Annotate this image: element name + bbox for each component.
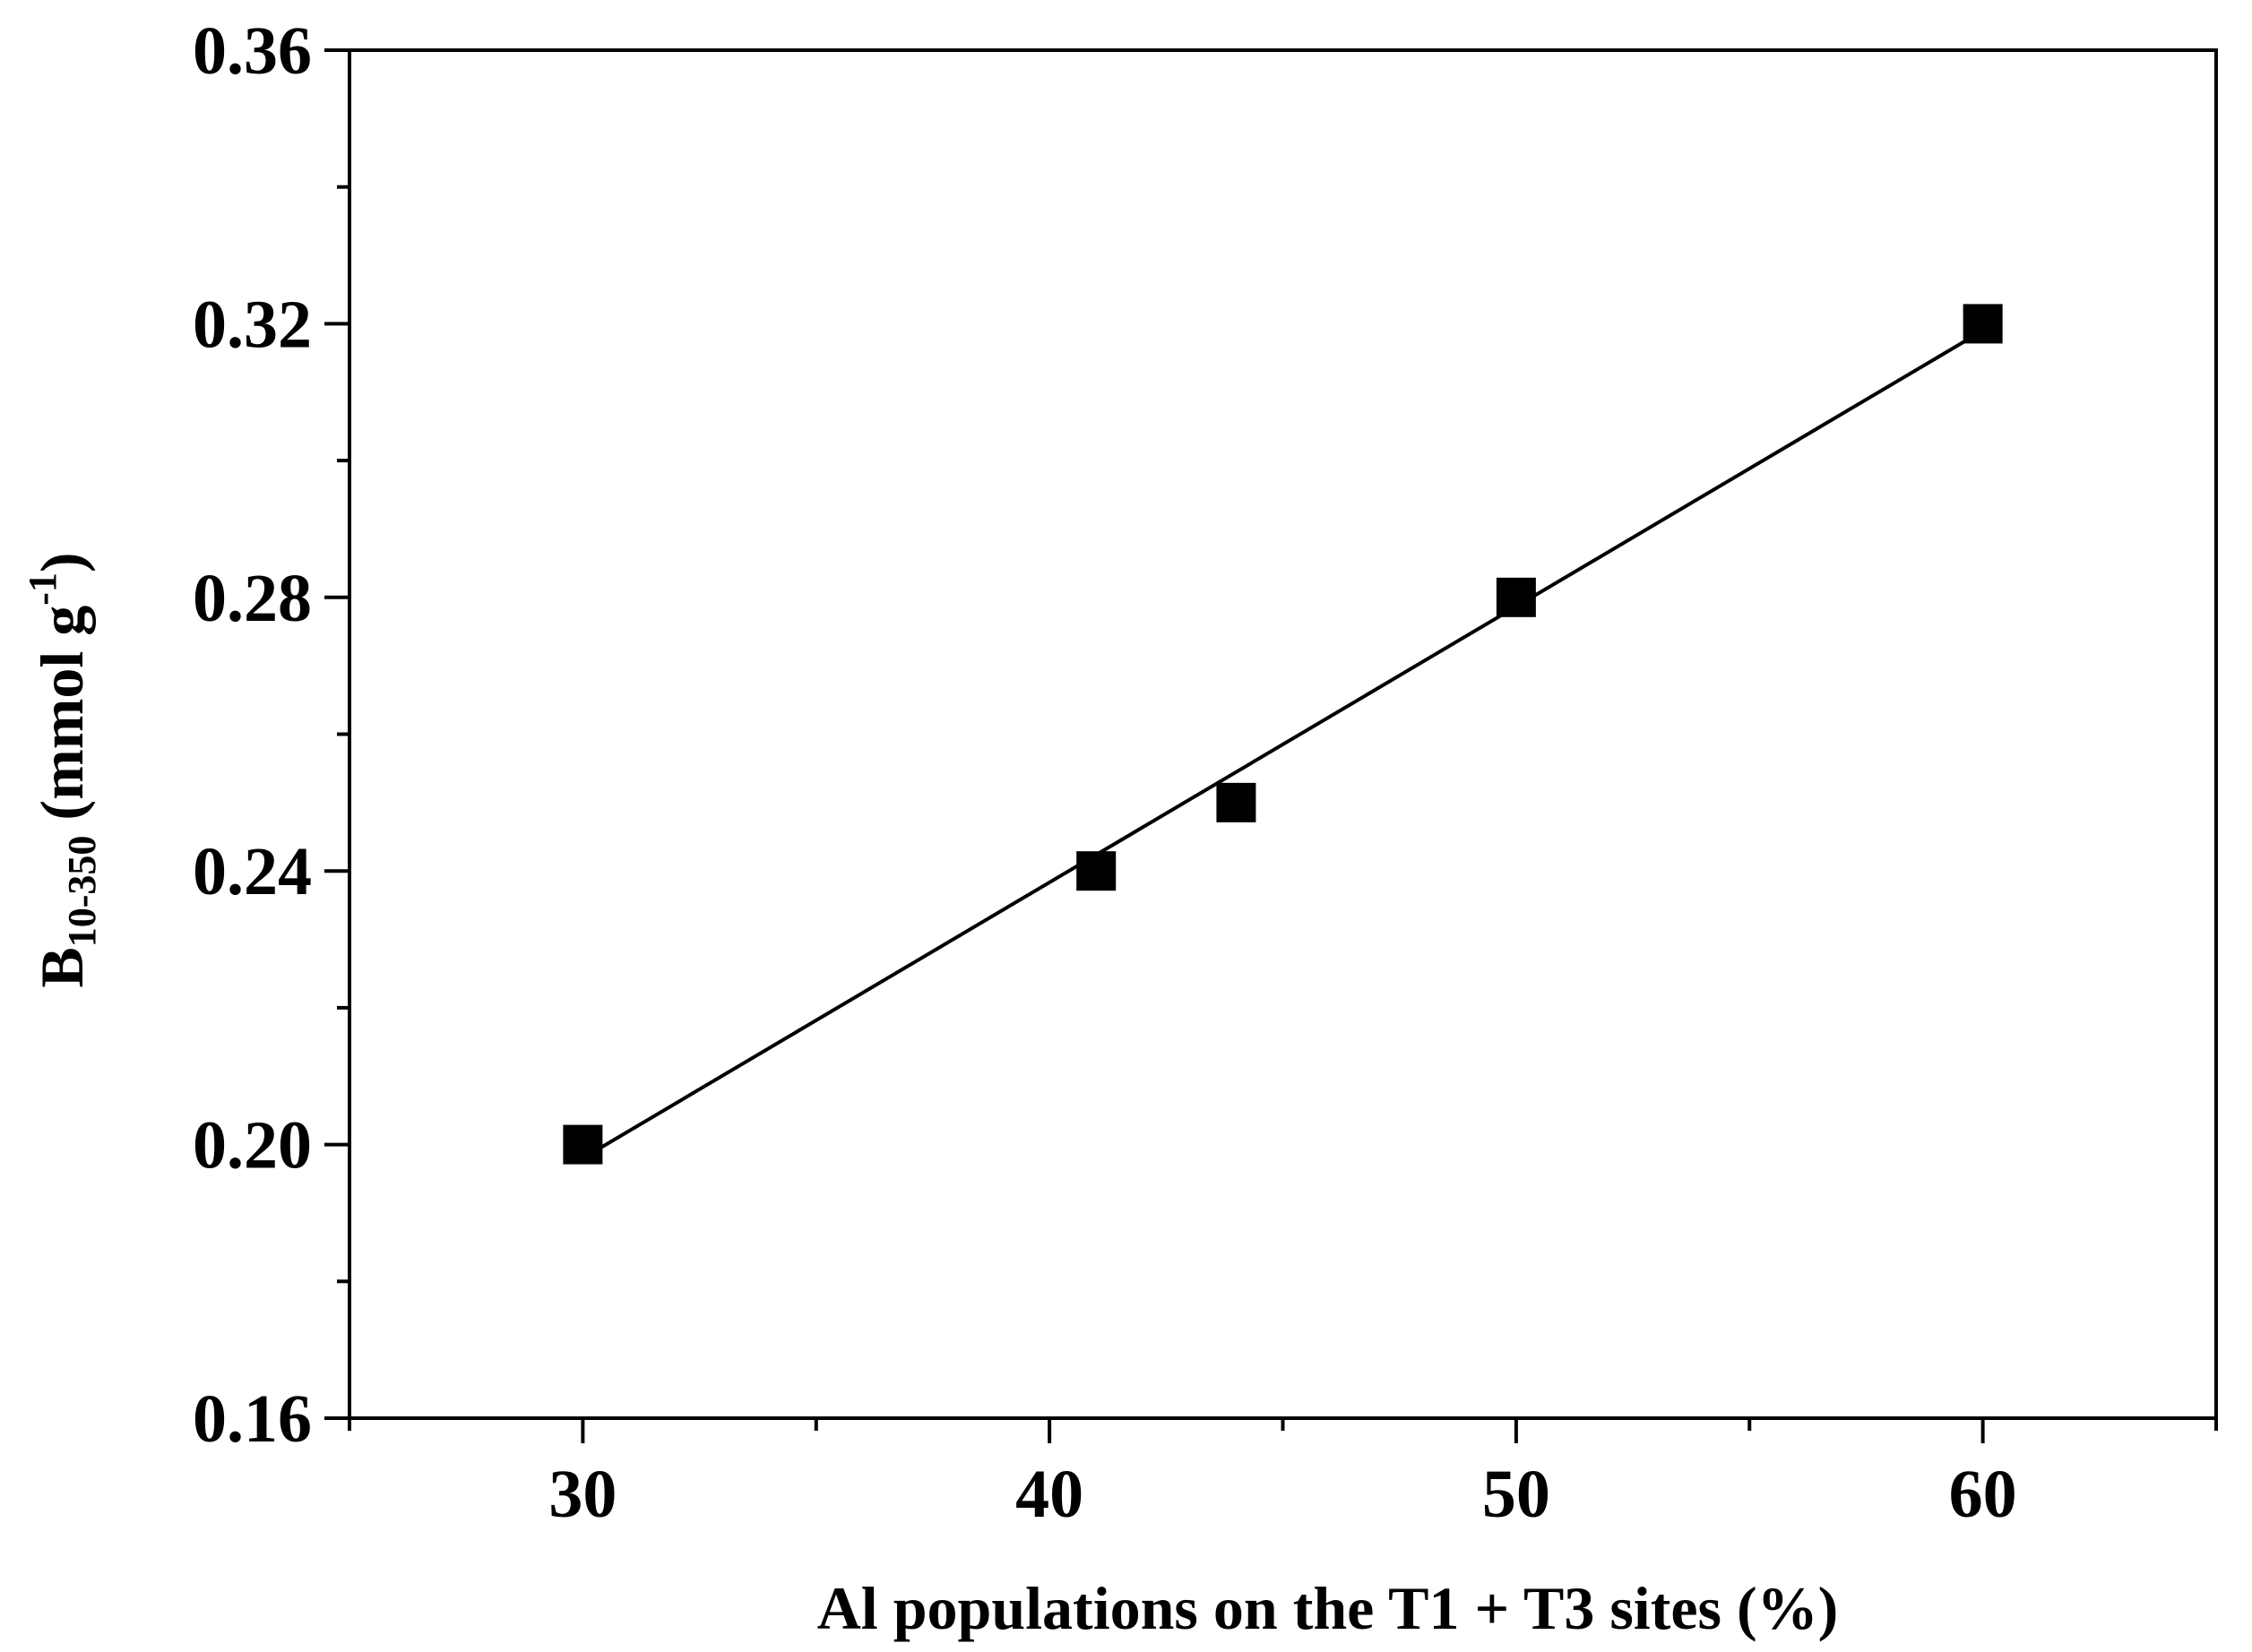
x-axis-title: Al populations on the T1 + T3 sites (%) [817,1574,1839,1642]
plot-frame-rect [348,48,2218,1420]
y-axis-ticks: 0.16 0.20 0.24 0.28 0.32 0.36 [193,13,349,1457]
fit-line-group [582,329,1984,1160]
plot-frame [348,48,2218,1420]
y-tick-label: 0.28 [193,561,312,636]
x-tick-label: 40 [1015,1457,1083,1532]
data-point [563,1124,603,1165]
minor-ticks [337,185,2218,1431]
y-tick-label: 0.32 [193,287,312,362]
data-points [563,304,2003,1165]
data-point [1963,304,2003,344]
y-tick-label: 0.36 [193,13,312,89]
x-tick-label: 30 [548,1457,617,1532]
y-axis-title-superscript: -1 [21,572,65,606]
data-point [1076,851,1117,891]
y-axis-title-unit-close: ) [28,552,96,572]
y-tick-label: 0.16 [193,1381,312,1457]
data-point [1216,782,1256,822]
x-tick-label: 60 [1949,1457,2017,1532]
data-point [1496,577,1536,617]
y-tick-label: 0.20 [193,1108,312,1183]
y-axis-title: B10-350 (mmol g-1) [21,552,104,987]
y-axis-title-unit-open: (mmol g [28,606,96,836]
fit-line [582,329,1984,1160]
x-axis-ticks: 30 40 50 60 [548,1418,2017,1532]
y-axis-title-subscript: 10-350 [60,836,104,948]
x-tick-label: 50 [1482,1457,1550,1532]
y-tick-label: 0.24 [193,834,312,909]
y-axis-title-main: B [28,947,96,987]
